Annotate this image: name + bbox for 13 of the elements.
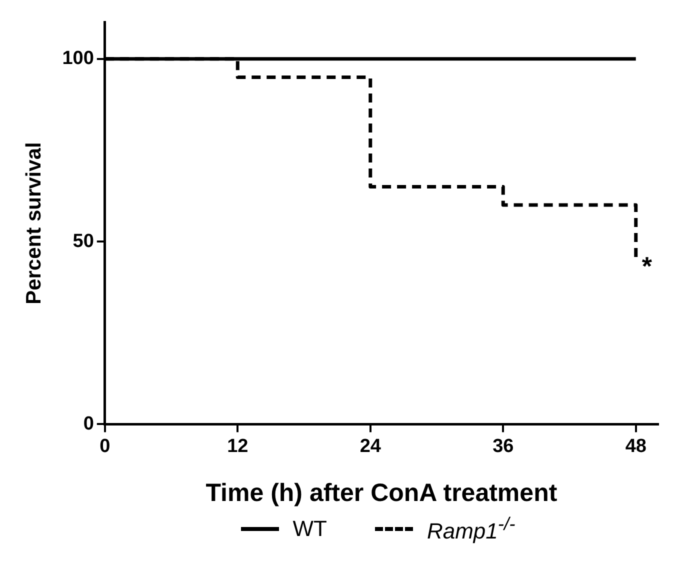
x-tick-label: 0 [100, 436, 110, 457]
legend-label: WT [292, 516, 327, 542]
y-tick-label: 50 [72, 230, 94, 252]
x-tick-label: 48 [625, 436, 646, 457]
y-tick-label: 0 [83, 413, 94, 434]
x-axis-title: Time (h) after ConA treatment [206, 478, 558, 507]
x-tick-label: 24 [360, 436, 382, 457]
x-tick-label: 12 [227, 436, 248, 457]
y-axis-title: Percent survival [22, 142, 46, 304]
legend-label: Ramp1$^{-/-}$ [426, 513, 516, 544]
annotation: * [642, 251, 653, 281]
x-tick-label: 36 [492, 436, 514, 457]
y-tick-label: 100 [62, 48, 94, 70]
